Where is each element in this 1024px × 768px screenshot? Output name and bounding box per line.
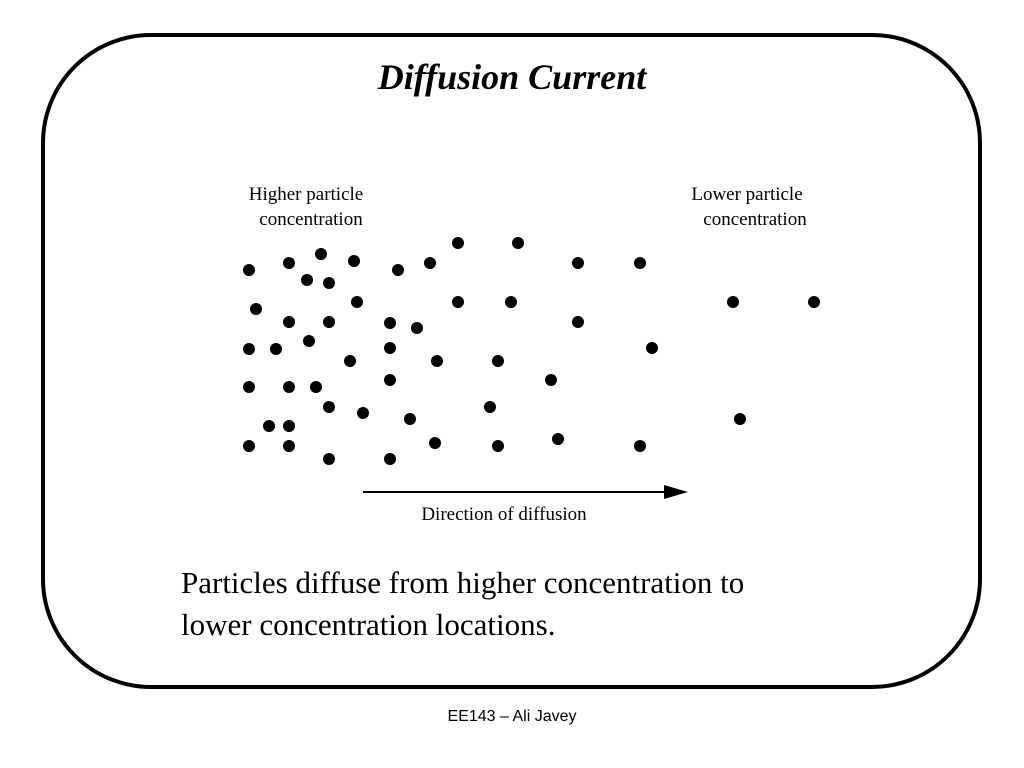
particle-dot [727,296,739,308]
particle-dot [250,303,262,315]
particle-dot [243,264,255,276]
particle-dot [404,413,416,425]
slide-title: Diffusion Current [377,57,647,97]
particle-group [243,237,820,465]
diffusion-arrow-head [664,485,688,499]
slide-frame [41,33,982,689]
particle-dot [348,255,360,267]
particle-dot [283,316,295,328]
left-label-line2: concentration [259,209,363,230]
particle-dot [344,355,356,367]
particle-dot [429,437,441,449]
arrow-label: Direction of diffusion [421,504,587,525]
particle-dot [484,401,496,413]
right-label-line2: concentration [703,209,807,230]
particle-dot [243,381,255,393]
particle-dot [572,316,584,328]
particle-dot [552,433,564,445]
particle-dot [384,453,396,465]
particle-dot [351,296,363,308]
particle-dot [492,440,504,452]
particle-dot [808,296,820,308]
particle-dot [301,274,313,286]
particle-dot [283,440,295,452]
particle-dot [572,257,584,269]
particle-dot [492,355,504,367]
particle-dot [263,420,275,432]
particle-dot [392,264,404,276]
particle-dot [384,374,396,386]
particle-dot [452,237,464,249]
particle-dot [323,316,335,328]
particle-dot [634,440,646,452]
particle-dot [270,343,282,355]
particle-dot [303,335,315,347]
particle-dot [315,248,327,260]
particle-dot [283,257,295,269]
particle-dot [545,374,557,386]
particle-dot [283,381,295,393]
particle-dot [243,343,255,355]
particle-dot [243,440,255,452]
particle-dot [634,257,646,269]
particle-dot [323,277,335,289]
right-label-line1: Lower particle [691,184,802,205]
particle-dot [323,453,335,465]
particle-dot [384,317,396,329]
particle-dot [384,342,396,354]
particle-dot [512,237,524,249]
particle-dot [646,342,658,354]
statement-line1: Particles diffuse from higher concentrat… [181,565,745,600]
footer-text: EE143 – Ali Javey [447,708,577,725]
particle-dot [424,257,436,269]
particle-dot [734,413,746,425]
statement-line2: lower concentration locations. [181,607,556,642]
particle-dot [411,322,423,334]
particle-dot [323,401,335,413]
particle-dot [310,381,322,393]
particle-dot [431,355,443,367]
left-label-line1: Higher particle [249,184,363,205]
particle-dot [452,296,464,308]
statement-text: Particles diffuse from higher concentrat… [181,562,881,646]
particle-dot [505,296,517,308]
particle-dot [357,407,369,419]
particle-dot [283,420,295,432]
